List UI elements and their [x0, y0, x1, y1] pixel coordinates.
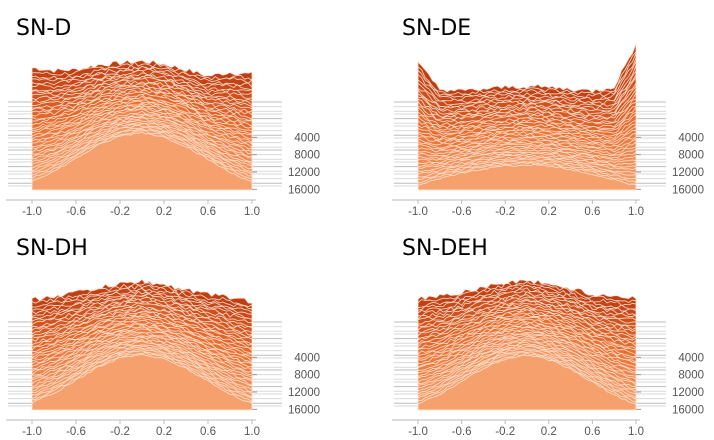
x-tick-label: 0.6	[584, 426, 600, 438]
depth-tick-label: 8000	[678, 370, 704, 382]
ridge-layer	[31, 353, 253, 411]
x-tick-label: 1.0	[244, 206, 260, 218]
depth-tick-label: 4000	[294, 352, 320, 364]
depth-tick-label: 8000	[294, 370, 320, 382]
panel-title-sn-deh: SN-DEH	[402, 236, 488, 261]
panel-title-sn-de: SN-DE	[402, 16, 472, 41]
ridge-layer	[31, 131, 253, 191]
x-tick-label: -0.6	[66, 206, 86, 218]
depth-tick-label: 16000	[288, 404, 320, 416]
x-tick-label: 0.6	[200, 426, 216, 438]
depth-tick-label: 12000	[672, 387, 704, 399]
x-tick-label: 1.0	[244, 426, 260, 438]
x-tick-label: -1.0	[22, 206, 42, 218]
depth-tick-label: 4000	[678, 352, 704, 364]
x-tick-label: 0.6	[584, 206, 600, 218]
panel-title-sn-d: SN-D	[16, 16, 72, 41]
ridge-layer	[417, 354, 637, 411]
panel-title-sn-dh: SN-DH	[16, 236, 88, 261]
x-tick-label: -1.0	[408, 426, 428, 438]
x-tick-label: 0.2	[541, 206, 557, 218]
x-tick-label: 1.0	[628, 206, 644, 218]
chart-panel-1: -1.0 -0.6 -0.2 0.2 0.6 1.0 4000 8000 12000 16000	[392, 43, 704, 218]
chart-panel-0: -1.0 -0.6 -0.2 0.2 0.6 1.0 4000 8000 12000 16000	[6, 59, 320, 218]
ridge-layer	[417, 163, 637, 191]
chart-panel-3: -1.0 -0.6 -0.2 0.2 0.6 1.0 4000 8000 12000 16000	[392, 279, 704, 438]
x-tick-label: -1.0	[22, 426, 42, 438]
depth-tick-label: 4000	[678, 132, 704, 144]
x-tick-label: -1.0	[408, 206, 428, 218]
x-tick-label: -0.6	[452, 426, 472, 438]
x-tick-label: 0.2	[541, 426, 557, 438]
x-tick-label: 0.2	[156, 426, 172, 438]
x-tick-label: -0.2	[495, 206, 515, 218]
depth-tick-label: 8000	[678, 150, 704, 162]
x-tick-label: -0.2	[110, 426, 130, 438]
x-tick-label: 0.2	[156, 206, 172, 218]
depth-tick-label: 12000	[288, 167, 320, 179]
depth-tick-label: 16000	[288, 184, 320, 196]
depth-tick-label: 8000	[294, 150, 320, 162]
depth-tick-label: 16000	[672, 184, 704, 196]
x-tick-label: 1.0	[628, 426, 644, 438]
x-tick-label: -0.2	[110, 206, 130, 218]
depth-tick-label: 4000	[294, 132, 320, 144]
x-tick-label: 0.6	[200, 206, 216, 218]
depth-tick-label: 16000	[672, 404, 704, 416]
depth-tick-label: 12000	[672, 167, 704, 179]
depth-tick-label: 12000	[288, 387, 320, 399]
chart-panel-2: -1.0 -0.6 -0.2 0.2 0.6 1.0 4000 8000 12000 16000	[6, 278, 320, 438]
x-tick-label: -0.6	[452, 206, 472, 218]
x-tick-label: -0.6	[66, 426, 86, 438]
x-tick-label: -0.2	[495, 426, 515, 438]
